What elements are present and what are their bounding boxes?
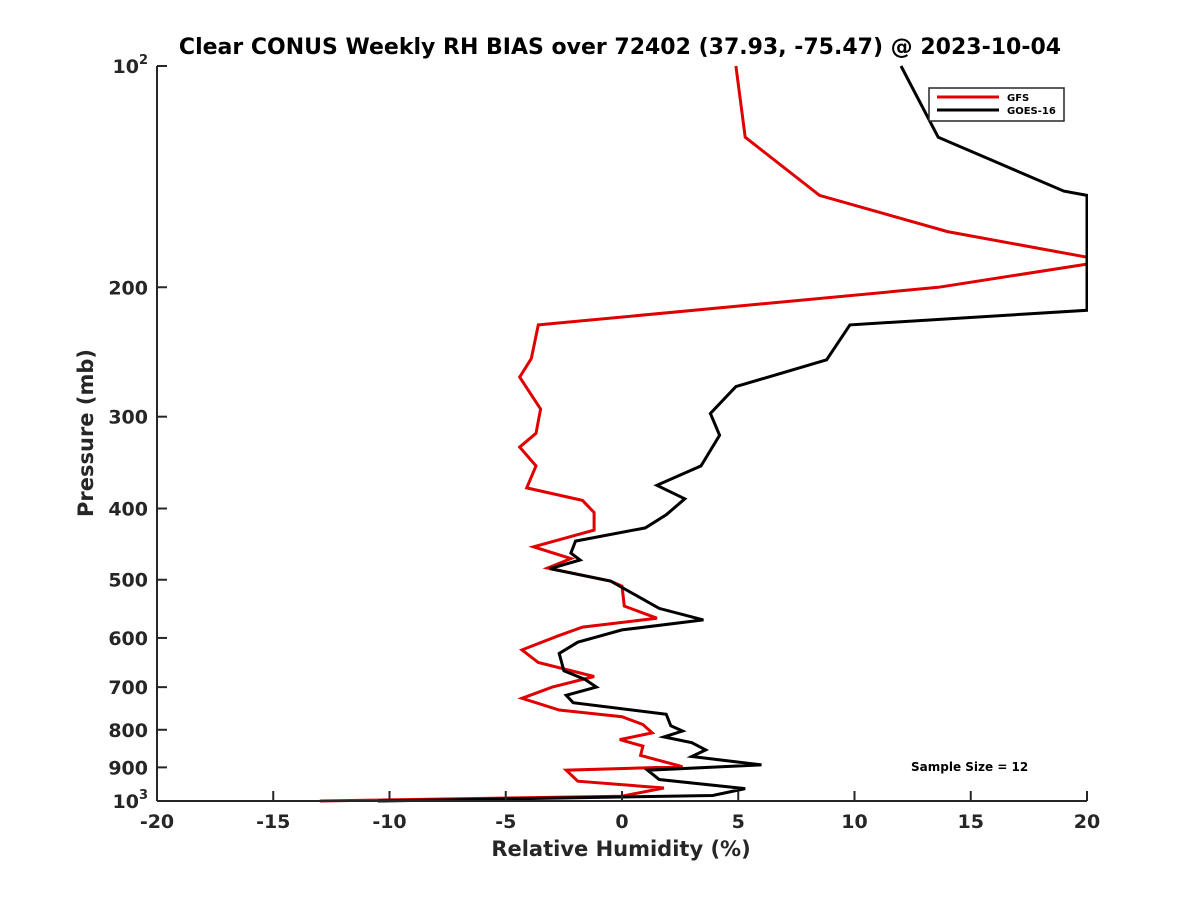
y-tick-label: 103 [113, 788, 149, 813]
series-line-goes-16 [377, 65, 1088, 803]
x-ticks: -20 -15 -10 -5 0 5 10 15 20 [140, 791, 1100, 833]
y-tick-label: 102 [113, 53, 149, 78]
legend: GFS GOES-16 [928, 87, 1065, 122]
x-tick-label: 10 [841, 811, 867, 833]
y-tick-label: 400 [108, 499, 148, 521]
x-tick-label: 0 [615, 811, 628, 833]
y-tick-label: 800 [108, 720, 148, 742]
y-axis-title: Pressure (mb) [74, 349, 98, 517]
x-tick-label: 5 [732, 811, 745, 833]
x-tick-label: -15 [256, 811, 290, 833]
sample-size-annotation: Sample Size = 12 [911, 760, 1028, 774]
y-tick-label: 700 [108, 677, 148, 699]
x-tick-label: 15 [958, 811, 984, 833]
y-tick-label: 500 [108, 570, 148, 592]
x-tick-label: -10 [372, 811, 406, 833]
x-axis-title: Relative Humidity (%) [491, 837, 750, 861]
y-tick-label: 900 [108, 757, 148, 779]
y-tick-label: 600 [108, 628, 148, 650]
legend-gfs-label: GFS [1007, 93, 1029, 104]
legend-goes-label: GOES-16 [1007, 106, 1056, 117]
series-layer [319, 65, 1088, 803]
chart-title: Clear CONUS Weekly RH BIAS over 72402 (3… [179, 35, 1061, 60]
legend-box [928, 87, 1065, 122]
y-ticks: 102 200 300 400 500 600 700 800 900 103 [108, 53, 167, 813]
y-tick-label: 200 [108, 277, 148, 299]
y-tick-label: 300 [108, 407, 148, 429]
x-tick-label: -5 [495, 811, 516, 833]
x-tick-label: -20 [140, 811, 174, 833]
x-tick-label: 20 [1074, 811, 1100, 833]
